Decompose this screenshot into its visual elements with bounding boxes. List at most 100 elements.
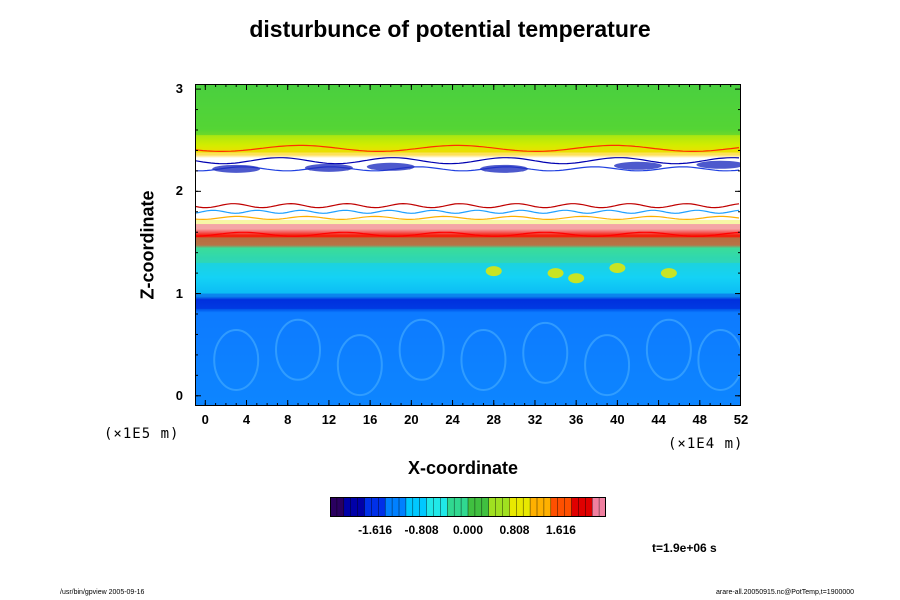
colorbar-tick-label: 0.808: [499, 523, 530, 537]
field-band-2: [195, 262, 741, 294]
colorbar-cell: [488, 497, 496, 517]
colorbar-cell: [502, 497, 510, 517]
footer-source: arare-all.20050915.nc@PotTemp,t=1900000: [716, 589, 855, 596]
colorbar-cell: [343, 497, 351, 517]
cold-patch: [480, 164, 529, 173]
y-tick-label: 0: [175, 387, 183, 403]
colorbar-cell: [599, 497, 606, 517]
x-tick-label: 32: [527, 412, 543, 427]
colorbar-cell: [378, 497, 386, 517]
colorbar-cell: [392, 497, 400, 517]
colorbar-cell: [412, 497, 420, 517]
colorbar-cell: [468, 497, 476, 517]
eddy: [336, 334, 383, 397]
x-tick-label: 36: [568, 412, 584, 427]
contour-line: [195, 157, 740, 165]
x-axis-unit: (×1E4 m): [668, 436, 744, 452]
colorbar-cell: [461, 497, 469, 517]
colorbar-cell: [585, 497, 593, 517]
colorbar-cell: [578, 497, 586, 517]
eddy: [522, 321, 569, 384]
cold-patch: [212, 164, 261, 173]
warm-patch: [485, 266, 502, 277]
y-tick-label: 1: [175, 285, 183, 301]
field-details: [195, 144, 741, 397]
colorbar-cell: [523, 497, 531, 517]
colorbar-cell: [557, 497, 565, 517]
colorbar-cell: [543, 497, 552, 517]
colorbar-cell: [495, 497, 503, 517]
colorbar-cell: [336, 497, 345, 517]
colorbar-cell: [385, 497, 393, 517]
x-tick-label: 16: [362, 412, 378, 427]
colorbar-cell: [350, 497, 358, 517]
contour-line: [195, 144, 740, 152]
x-tick-label: 20: [404, 412, 419, 427]
contour-line: [195, 202, 740, 209]
colorbar-cell: [330, 497, 338, 517]
chart-title: disturbunce of potential temperature: [249, 16, 651, 42]
x-tick-label: 8: [284, 412, 292, 427]
warm-patch: [660, 268, 677, 279]
colorbar-cell: [371, 497, 379, 517]
x-tick-label: 12: [321, 412, 337, 427]
x-tick-label: 28: [486, 412, 501, 427]
colorbar-cell: [419, 497, 427, 517]
x-tick-label: 40: [610, 412, 625, 427]
cold-patch: [613, 161, 662, 170]
colorbar-tick-label: 1.616: [545, 523, 576, 537]
warm-patch: [568, 273, 585, 284]
colorbar-cell: [426, 497, 434, 517]
warm-patch: [547, 268, 564, 279]
colorbar-cell: [481, 497, 489, 517]
eddy: [213, 329, 260, 391]
colorbar-cell: [537, 497, 545, 517]
colorbar-cell: [571, 497, 579, 517]
colorbar-cell: [592, 497, 600, 517]
colorbar-cell: [399, 497, 407, 517]
colorbar-cell: [530, 497, 538, 517]
eddy: [697, 329, 741, 391]
time-label: t=1.9e+06 s: [652, 541, 717, 555]
colorbar-cell: [454, 497, 462, 517]
warm-patch: [609, 263, 626, 273]
y-tick-label: 3: [175, 81, 183, 97]
colorbar-cell: [564, 497, 572, 517]
contour-line: [195, 166, 740, 172]
tick-marks: [195, 84, 741, 406]
x-tick-label: 44: [651, 412, 666, 427]
contour-line: [195, 231, 740, 237]
eddy: [645, 318, 692, 381]
colorbar-tick-label: -0.808: [404, 523, 439, 537]
field-band-5: [195, 219, 741, 225]
colorbar-cell: [440, 497, 448, 517]
cold-patch: [696, 160, 741, 169]
colorbar-cell: [447, 497, 455, 517]
colorbar-cell: [474, 497, 483, 517]
plot-area: [195, 84, 741, 406]
field-band-8: [195, 84, 741, 136]
x-tick-label: 24: [445, 412, 460, 427]
x-tick-label: 4: [242, 412, 251, 427]
colorbar-cell: [405, 497, 414, 517]
eddy: [460, 329, 507, 391]
colorbar-cell: [550, 497, 558, 517]
field-band-4: [195, 224, 741, 238]
eddy: [584, 334, 631, 397]
eddy: [398, 318, 445, 381]
x-tick-label: 52: [733, 412, 749, 427]
contour-line: [195, 209, 740, 214]
colorbar-tick-label: 0.000: [452, 523, 484, 537]
field-band-3: [195, 237, 741, 263]
contour-line: [195, 215, 740, 221]
colorbar: [330, 497, 606, 517]
y-axis-unit: (×1E5 m): [104, 426, 180, 442]
colorbar-cell: [357, 497, 365, 517]
colorbar-cell: [509, 497, 517, 517]
x-tick-label: 48: [692, 412, 708, 427]
colorbar-cell: [364, 497, 372, 517]
x-tick-label: 0: [201, 412, 209, 427]
cold-patch: [366, 162, 415, 171]
eddy: [275, 318, 322, 381]
field-band-1: [195, 293, 741, 309]
